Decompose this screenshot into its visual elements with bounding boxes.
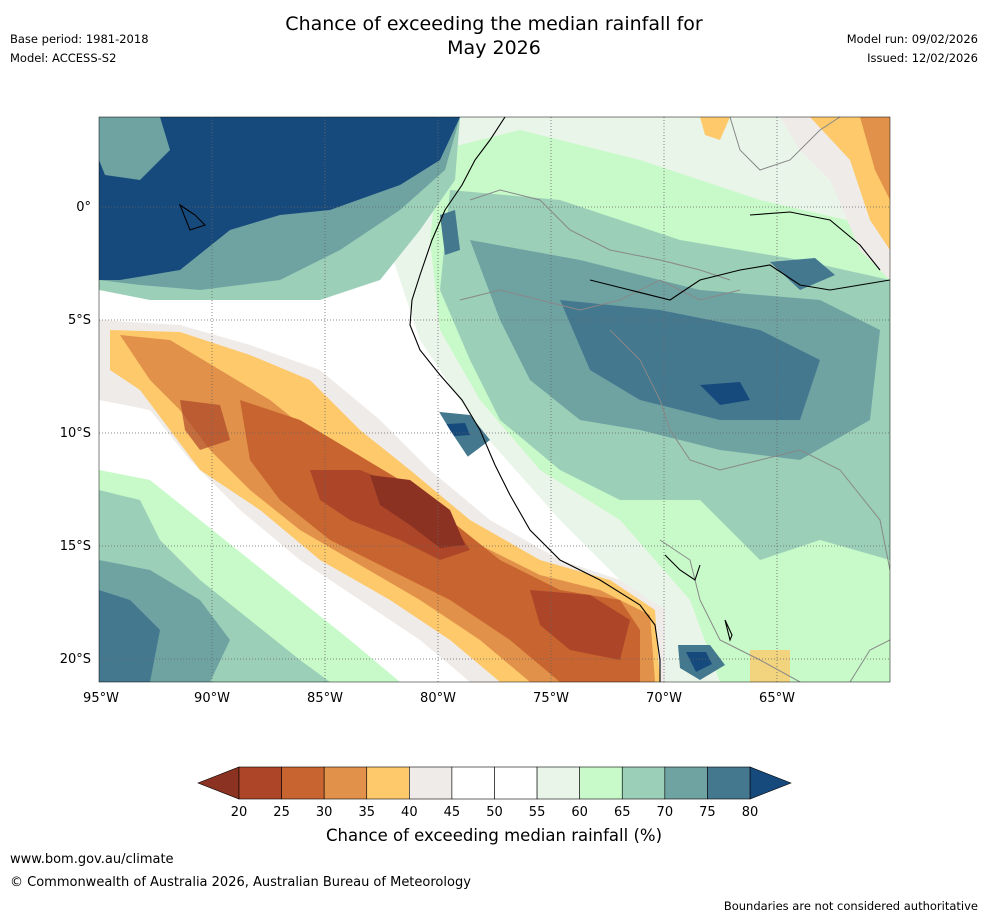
- colorbar: 20 25 30 35 40 45 50 55 60 65 70 75 80: [197, 766, 792, 820]
- base-period-text: Base period: 1981-2018: [10, 32, 149, 46]
- colorbar-cell: [664, 766, 708, 800]
- colorbar-tick-label: 25: [273, 805, 290, 820]
- colorbar-tick-label: 65: [614, 805, 631, 820]
- map-title: Chance of exceeding the median rainfall …: [0, 12, 988, 60]
- country-borders: [459, 117, 890, 682]
- colorbar-cell: [707, 766, 751, 800]
- lon-label: 85°W: [307, 691, 343, 706]
- title-line-2: May 2026: [447, 37, 541, 59]
- graticule: [99, 117, 890, 682]
- model-run-text: Model run: 09/02/2026: [846, 32, 978, 46]
- colorbar-label: Chance of exceeding median rainfall (%): [325, 826, 663, 845]
- colorbar-cell: [579, 766, 623, 800]
- colorbar-tick-label: 70: [657, 805, 674, 820]
- lat-label: 0°: [76, 200, 91, 215]
- title-line-1: Chance of exceeding the median rainfall …: [285, 13, 703, 35]
- lat-label: 10°S: [60, 426, 91, 441]
- model-text: Model: ACCESS-S2: [10, 51, 117, 65]
- copyright-text: © Commonwealth of Australia 2026, Austra…: [10, 875, 471, 890]
- lon-label: 95°W: [83, 691, 119, 706]
- coastline: [178, 117, 890, 682]
- issued-text: Issued: 12/02/2026: [867, 51, 978, 65]
- colorbar-cell: [281, 766, 325, 800]
- colorbar-tick-label: 80: [742, 805, 759, 820]
- colorbar-tick-label: 30: [316, 805, 333, 820]
- lon-label: 90°W: [194, 691, 230, 706]
- colorbar-tick-label: 35: [358, 805, 375, 820]
- lon-label: 65°W: [759, 691, 795, 706]
- colorbar-cell: [451, 766, 495, 800]
- colorbar-cell: [409, 766, 453, 800]
- lat-label: 20°S: [60, 652, 91, 667]
- colorbar-high-extension: [749, 766, 792, 800]
- colorbar-cell: [323, 766, 368, 800]
- lon-label: 70°W: [646, 691, 682, 706]
- map-frame: [98, 116, 891, 683]
- lon-labels: 95°W 90°W 85°W 80°W 75°W 70°W 65°W: [83, 691, 795, 706]
- website-link[interactable]: www.bom.gov.au/climate: [10, 852, 174, 867]
- disclaimer-text: Boundaries are not considered authoritat…: [723, 899, 978, 913]
- colorbar-cell: [621, 766, 666, 800]
- colorbar-cell: [238, 766, 282, 800]
- colorbar-cell: [366, 766, 410, 800]
- colorbar-tick-label: 60: [571, 805, 588, 820]
- colorbar-cell: [536, 766, 580, 800]
- lon-label: 75°W: [533, 691, 569, 706]
- colorbar-cell: [494, 766, 538, 800]
- colorbar-tick-label: 75: [699, 805, 716, 820]
- colorbar-tick-label: 45: [444, 805, 461, 820]
- colorbar-tick-label: 55: [529, 805, 546, 820]
- lat-label: 15°S: [60, 539, 91, 554]
- lat-labels: 0° 5°S 10°S 15°S 20°S: [60, 200, 91, 667]
- colorbar-low-extension: [197, 766, 240, 800]
- colorbar-tick-label: 20: [231, 805, 248, 820]
- colorbar-tick-label: 40: [401, 805, 418, 820]
- colorbar-tick-label: 50: [486, 805, 503, 820]
- rainfall-field: [99, 117, 890, 682]
- lat-label: 5°S: [68, 313, 91, 328]
- lon-label: 80°W: [420, 691, 456, 706]
